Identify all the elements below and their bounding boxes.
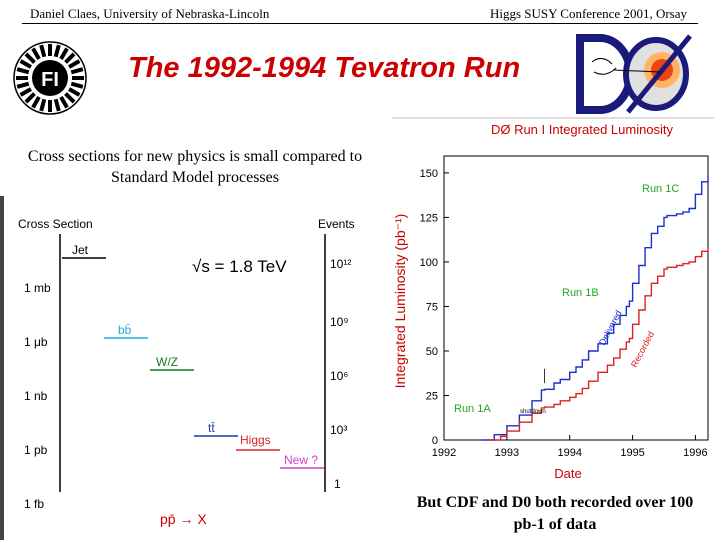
cs-bottom-label: pp̄ → X <box>160 511 207 527</box>
fermilab-tick <box>19 59 32 69</box>
fermilab-tick <box>53 44 61 58</box>
lumi-delivered-label: Delivered <box>597 309 624 347</box>
lumi-plot-area: 0 25 50 75 100 125 150 1992 1993 1994 1995 1996 <box>420 155 709 459</box>
lumi-y-tick: 0 <box>432 435 438 447</box>
lumi-run1c-label: Run 1C <box>642 183 679 195</box>
fermilab-tick <box>39 98 47 112</box>
lumi-y-tick: 125 <box>420 212 438 224</box>
fermilab-tick <box>19 87 32 97</box>
lumi-run1a-label: Run 1A <box>454 403 491 415</box>
fermilab-tick <box>31 47 41 60</box>
fermilab-tick <box>59 96 69 109</box>
svg-text:FI: FI <box>41 69 59 91</box>
lumi-x-tick: 1996 <box>683 447 707 459</box>
d0-logo <box>576 34 692 114</box>
slide-title: The 1992-1994 Tevatron Run <box>128 52 521 84</box>
lumi-y-tick: 25 <box>426 390 438 402</box>
fermilab-tick <box>59 47 69 60</box>
lumi-series-recorded <box>488 247 709 441</box>
cs-right-tick: 10⁶ <box>330 369 348 383</box>
cs-jet-label: Jet <box>72 243 89 257</box>
lumi-y-tick: 100 <box>420 257 438 269</box>
cs-newphys-label: New ? <box>284 453 318 467</box>
header-author: Daniel Claes, University of Nebraska-Lin… <box>30 6 270 21</box>
fermilab-logo: FI <box>13 41 87 115</box>
header-conference: Higgs SUSY Conference 2001, Orsay <box>489 6 687 21</box>
fermilab-tick <box>70 81 84 89</box>
lumi-xlabel: Date <box>554 466 581 481</box>
cs-right-axis-title: Events <box>318 217 355 231</box>
cs-right-tick: 10³ <box>330 423 347 437</box>
fermilab-tick <box>16 81 30 89</box>
cs-energy-label: √s = 1.8 TeV <box>192 257 287 276</box>
cross-section-figure: Cross Section Events √s = 1.8 TeV 1 mb 1… <box>0 196 372 540</box>
lumi-y-tick: 50 <box>426 346 438 358</box>
fermilab-tick <box>64 92 76 104</box>
cs-left-tick: 1 pb <box>24 443 48 457</box>
cs-left-tick: 1 μb <box>24 335 48 349</box>
fermilab-tick <box>39 44 47 58</box>
cs-right-tick: 10⁹ <box>330 315 349 329</box>
fermilab-tick <box>31 96 41 109</box>
cs-right-tick: 10¹² <box>330 257 351 271</box>
lumi-plot-frame <box>443 155 709 441</box>
cs-left-tick: 1 mb <box>24 281 51 295</box>
lumi-x-tick: 1995 <box>620 447 644 459</box>
fermilab-tick <box>53 98 61 112</box>
lumi-ylabel: Integrated Luminosity (pb⁻¹) <box>392 214 408 389</box>
cs-higgs-label: Higgs <box>240 433 271 447</box>
bottom-note: But CDF and D0 both recorded over 100 pb… <box>416 494 694 533</box>
lumi-title: DØ Run I Integrated Luminosity <box>491 122 674 137</box>
fermilab-tick <box>24 92 36 104</box>
lumi-x-tick: 1993 <box>495 447 519 459</box>
cs-wz-label: W/Z <box>156 355 178 369</box>
cs-tt-label: tt̄ <box>208 421 215 435</box>
fermilab-tick <box>64 52 76 64</box>
fermilab-tick <box>68 59 81 69</box>
header-divider <box>22 23 698 24</box>
lumi-run1b-label: Run 1B <box>562 287 599 299</box>
cs-bb-label: bb̄ <box>118 323 132 337</box>
fermilab-tick <box>68 87 81 97</box>
fermilab-tick <box>70 67 84 75</box>
luminosity-chart: DØ Run I Integrated Luminosity Integrate… <box>392 117 714 481</box>
lumi-series-delivered <box>481 176 709 441</box>
lumi-x-tick: 1994 <box>557 447 581 459</box>
cs-left-axis-title: Cross Section <box>18 217 93 231</box>
lumi-y-tick: 75 <box>426 301 438 313</box>
lumi-y-tick: 150 <box>420 168 438 180</box>
fermilab-tick <box>16 67 30 75</box>
cs-right-tick: 1 <box>334 477 341 491</box>
cs-left-tick: 1 nb <box>24 389 48 403</box>
lumi-shutdown-label: shutdown <box>520 409 546 415</box>
lumi-x-tick: 1992 <box>432 447 456 459</box>
fermilab-tick <box>24 52 36 64</box>
cs-left-tick: 1 fb <box>24 497 44 511</box>
slide-subtitle: Cross sections for new physics is small … <box>27 148 363 186</box>
